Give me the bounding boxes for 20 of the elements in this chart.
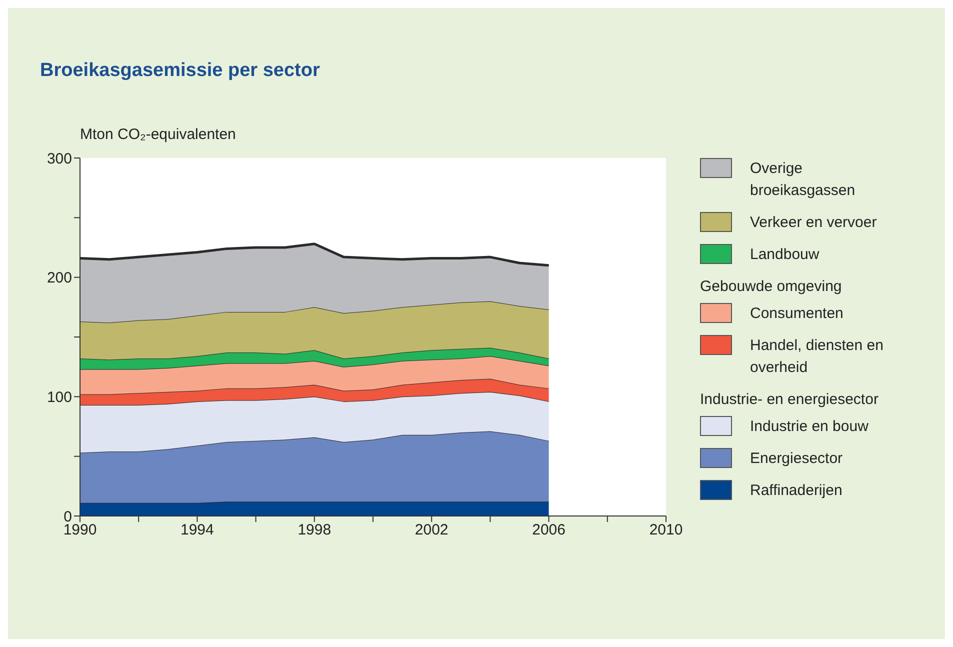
- legend-label: Industrie en bouw: [750, 417, 870, 437]
- y-tick-label: 100: [46, 388, 72, 406]
- legend-label: Overige broeikasgassen: [750, 159, 856, 201]
- y-tick-label: 200: [46, 270, 72, 287]
- chart-title: Broeikasgasemissie per sector: [40, 60, 320, 82]
- text: Industrie- en energiesector: [700, 391, 880, 408]
- x-tick-label: 1994: [180, 522, 214, 539]
- legend-label: Landbouw: [750, 245, 820, 265]
- legend-label: Raffinaderijen: [750, 481, 844, 501]
- legend-label: Handel, diensten en overheid: [750, 336, 884, 378]
- x-tick-label: 1998: [298, 522, 332, 539]
- x-tick-label: 2010: [649, 522, 683, 539]
- legend-label: Consumenten: [750, 304, 844, 324]
- x-tick-label: 2006: [532, 522, 566, 539]
- y-tick-label: 300: [46, 150, 72, 168]
- y-axis-title: Mton CO₂-equivalenten: [80, 126, 236, 143]
- x-tick-label: 2002: [414, 522, 448, 539]
- text: Gebouwde omgeving: [700, 278, 843, 295]
- legend-label: Verkeer en vervoer: [750, 213, 878, 233]
- legend-label: Energiesector: [750, 449, 844, 469]
